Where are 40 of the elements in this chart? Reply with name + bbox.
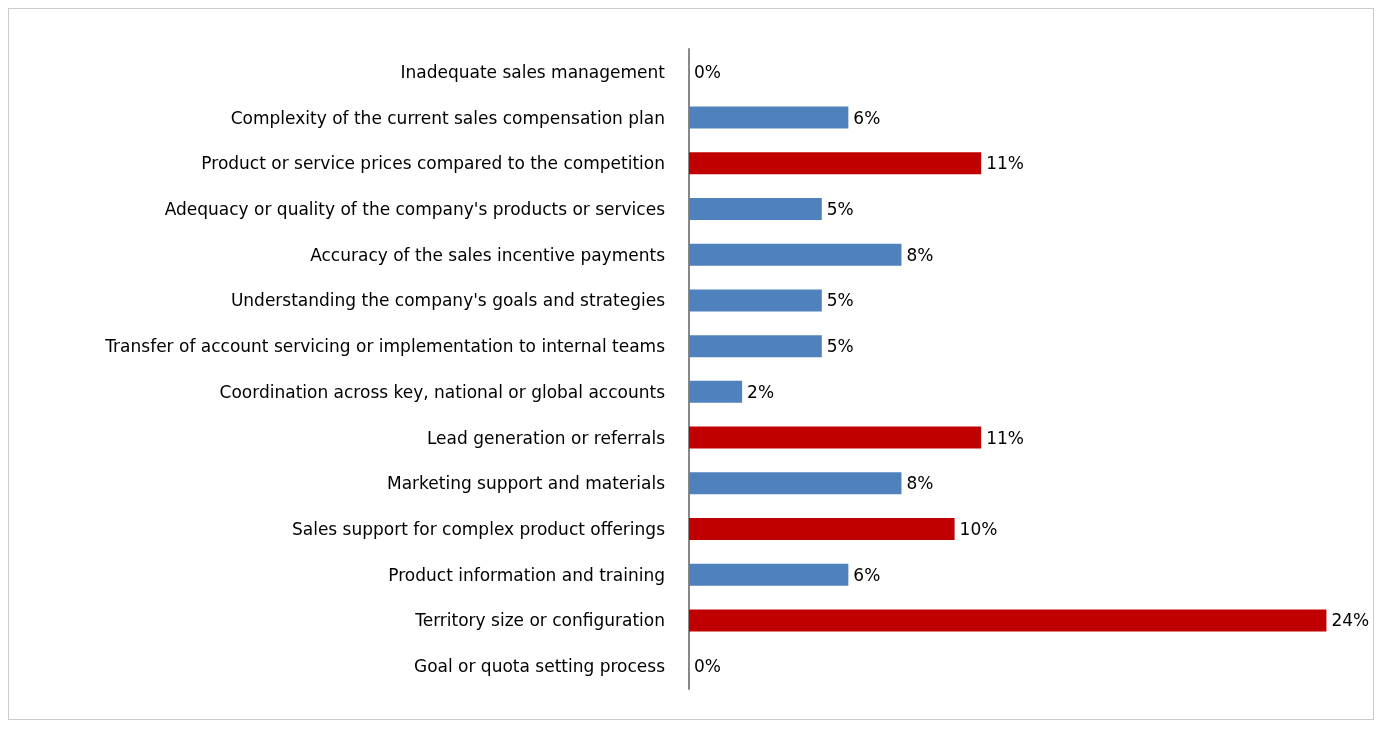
y-tick-label: Lead generation or referrals [426, 427, 666, 448]
y-tick-label: Complexity of the current sales compensation plan [230, 107, 665, 128]
data-label: 5% [826, 336, 854, 357]
bar [689, 289, 822, 312]
bar [689, 152, 982, 175]
y-tick-label: Goal or quota setting process [413, 656, 666, 677]
data-label: 11% [986, 153, 1024, 174]
y-tick-label: Product or service prices compared to the competition [201, 153, 665, 174]
bar [689, 243, 902, 266]
data-label: 0% [694, 656, 721, 677]
data-label: 0% [694, 61, 721, 82]
data-label: 5% [826, 199, 854, 219]
y-tick-label: Marketing support and materials [386, 473, 666, 494]
y-tick-label: Inadequate sales management [400, 61, 666, 82]
data-label: 10% [959, 519, 998, 539]
bar [689, 198, 822, 220]
bar [689, 518, 955, 540]
data-label: 2% [747, 381, 775, 402]
data-label: 5% [826, 290, 854, 311]
y-tick-label: Sales support for complex product offerings [291, 519, 666, 539]
y-tick-label: Adequacy or quality of the company's products or services [164, 199, 666, 219]
y-tick-label: Understanding the company's goals and strategies [230, 290, 666, 311]
bar [689, 472, 902, 495]
data-label: 8% [906, 244, 934, 265]
data-label: 11% [986, 427, 1024, 448]
bar [689, 106, 849, 129]
y-tick-label: Territory size or configuration [414, 610, 665, 631]
bar [689, 426, 982, 449]
bar [689, 609, 1327, 632]
bar [689, 335, 822, 358]
y-tick-label: Transfer of account servicing or implementation to internal teams [104, 336, 666, 357]
y-tick-label: Coordination across key, national or global accounts [219, 381, 666, 402]
y-tick-label: Product information and training [388, 564, 665, 585]
bar [689, 380, 743, 403]
bar [689, 563, 849, 586]
data-label: 24% [1331, 610, 1370, 631]
data-label: 6% [853, 107, 881, 128]
data-label: 8% [906, 473, 934, 494]
data-label: 6% [853, 564, 881, 585]
y-tick-label: Accuracy of the sales incentive payments [310, 244, 666, 265]
